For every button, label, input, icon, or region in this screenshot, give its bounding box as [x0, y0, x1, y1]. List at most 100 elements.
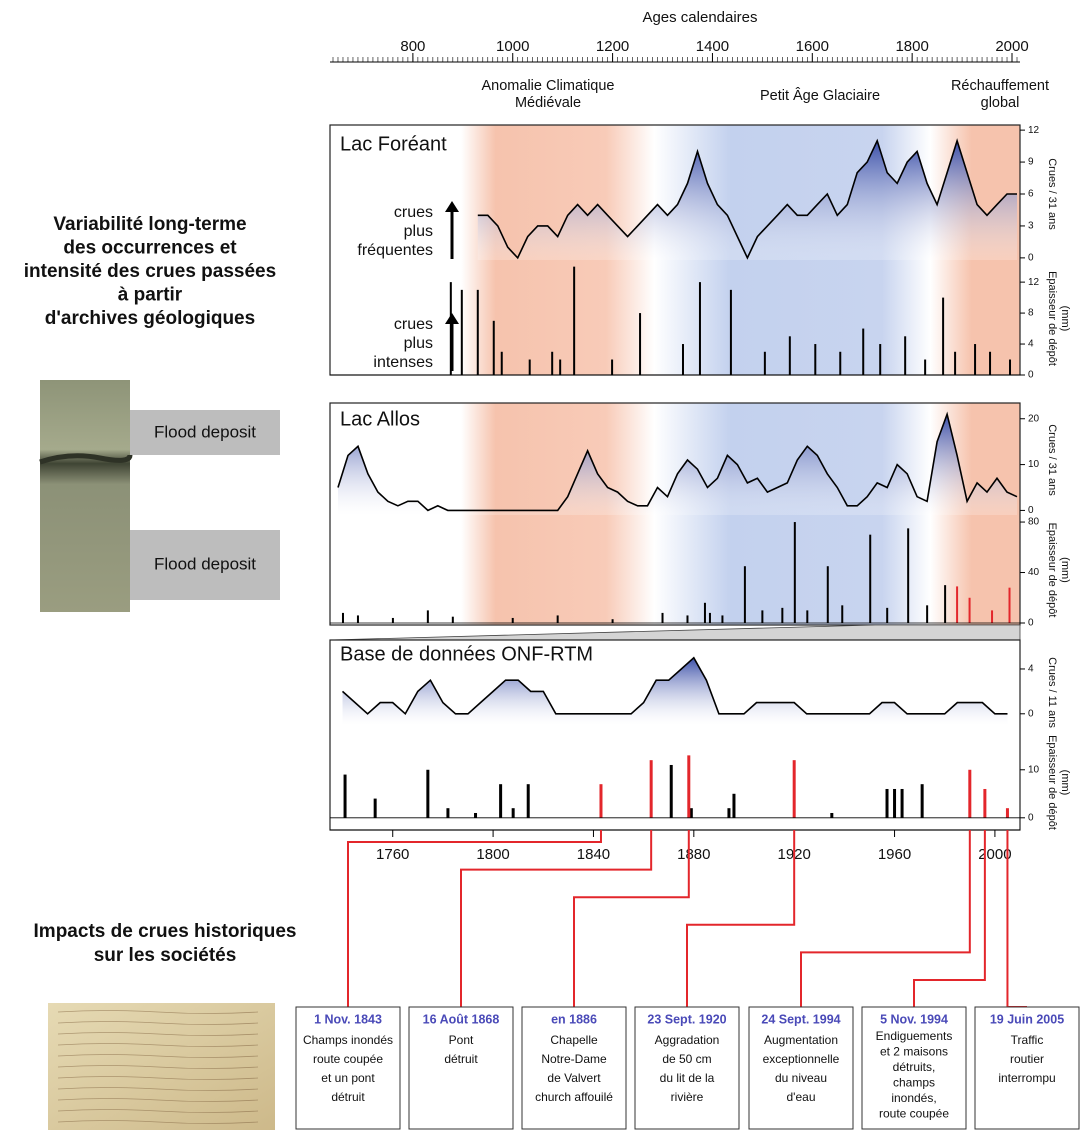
- bar: [954, 352, 956, 375]
- y-tick-label: 3: [1028, 221, 1034, 232]
- y-axis-label: Crues / 31 ans: [1046, 158, 1058, 230]
- panel-title: Lac Allos: [340, 408, 420, 430]
- event-text: et 2 maisons: [880, 1045, 948, 1059]
- y-tick-label: 0: [1028, 618, 1034, 629]
- event-text: d'eau: [787, 1090, 816, 1104]
- y-axis-label: (mm): [1059, 557, 1071, 583]
- bar: [704, 603, 706, 623]
- core-label: Flood deposit: [154, 554, 256, 573]
- panel-title: Lac Foréant: [340, 133, 447, 155]
- event-text: interrompu: [998, 1071, 1055, 1085]
- x-tick-label: 1800: [895, 38, 928, 55]
- event-text: Endiguements: [876, 1029, 953, 1043]
- bar: [827, 566, 829, 623]
- bar: [477, 290, 479, 375]
- section-title: sur les sociétés: [94, 945, 237, 966]
- y-tick-label: 6: [1028, 189, 1034, 200]
- axis-title: Ages calendaires: [642, 9, 757, 26]
- bar: [599, 784, 602, 818]
- bar: [974, 344, 976, 375]
- y-tick-label: 0: [1028, 253, 1034, 264]
- section-title: à partir: [118, 285, 183, 306]
- period-label: Anomalie Climatique: [482, 78, 615, 94]
- event-text: détruit: [444, 1052, 478, 1066]
- bar: [789, 336, 791, 375]
- zoom-link: [330, 625, 1020, 640]
- event-text: de Valvert: [547, 1071, 601, 1085]
- bar: [830, 813, 833, 818]
- period-label: Médiévale: [515, 95, 581, 111]
- bar: [426, 770, 429, 818]
- bar: [921, 784, 924, 818]
- bar: [814, 344, 816, 375]
- panel-onf: [330, 640, 1020, 830]
- bar: [761, 610, 763, 623]
- bar: [944, 585, 946, 623]
- event-text: Notre-Dame: [541, 1052, 607, 1066]
- bar: [1009, 360, 1011, 375]
- bar: [446, 808, 449, 818]
- x-tick-label: 1600: [796, 38, 829, 55]
- x-tick-label: 1840: [577, 846, 610, 863]
- x-tick-label: 2000: [995, 38, 1028, 55]
- y-tick-label: 4: [1028, 339, 1034, 350]
- figure: Ages calendaires800100012001400160018002…: [0, 0, 1080, 1130]
- connector: [914, 830, 985, 1007]
- y-tick-label: 0: [1028, 812, 1034, 823]
- x-tick-label: 1800: [476, 846, 509, 863]
- bar: [662, 613, 664, 623]
- period-label: global: [981, 95, 1020, 111]
- event-date: en 1886: [551, 1012, 597, 1026]
- y-tick-label: 12: [1028, 277, 1040, 288]
- bar: [1006, 808, 1009, 818]
- y-tick-label: 10: [1028, 459, 1040, 470]
- y-tick-label: 0: [1028, 370, 1034, 381]
- bar: [342, 613, 344, 623]
- bar: [452, 617, 454, 623]
- event-text: Champs inondés: [303, 1033, 393, 1047]
- event-date: 19 Juin 2005: [990, 1012, 1064, 1026]
- bar: [529, 360, 531, 375]
- bar: [969, 598, 971, 623]
- y-axis-label: Epaisseur de dépôt: [1046, 735, 1058, 830]
- y-tick-label: 20: [1028, 413, 1040, 424]
- event-text: route coupée: [313, 1052, 383, 1066]
- bar: [721, 615, 723, 623]
- bar: [989, 352, 991, 375]
- x-tick-label: 1960: [878, 846, 911, 863]
- y-tick-label: 10: [1028, 764, 1040, 775]
- bar: [686, 615, 688, 623]
- event-text: route coupée: [879, 1107, 949, 1121]
- annotation: fréquentes: [357, 242, 433, 259]
- bar: [924, 360, 926, 375]
- bar: [357, 615, 359, 623]
- section-title: intensité des crues passées: [24, 261, 276, 282]
- bar: [793, 760, 796, 818]
- panel-title: Base de données ONF-RTM: [340, 643, 593, 665]
- bar: [573, 267, 575, 375]
- bar: [862, 329, 864, 375]
- bar: [551, 352, 553, 375]
- bar: [461, 290, 463, 375]
- bar: [499, 784, 502, 818]
- bar: [639, 313, 641, 375]
- annotation: crues: [394, 316, 433, 333]
- bar: [744, 566, 746, 623]
- bar: [794, 522, 796, 623]
- event-text: champs: [893, 1076, 935, 1090]
- bar: [942, 298, 944, 375]
- y-tick-label: 8: [1028, 308, 1034, 319]
- event-date: 5 Nov. 1994: [880, 1012, 948, 1026]
- y-axis-label: Crues / 31 ans: [1046, 424, 1058, 496]
- bar: [893, 789, 896, 818]
- bar: [670, 765, 673, 818]
- bar: [968, 770, 971, 818]
- section-title: d'archives géologiques: [45, 308, 255, 329]
- event-text: du niveau: [775, 1071, 827, 1085]
- annotation: intenses: [373, 354, 433, 371]
- bar: [727, 808, 730, 818]
- bar: [392, 618, 394, 623]
- y-tick-label: 80: [1028, 517, 1040, 528]
- event-text: rivière: [671, 1090, 704, 1104]
- bar: [879, 344, 881, 375]
